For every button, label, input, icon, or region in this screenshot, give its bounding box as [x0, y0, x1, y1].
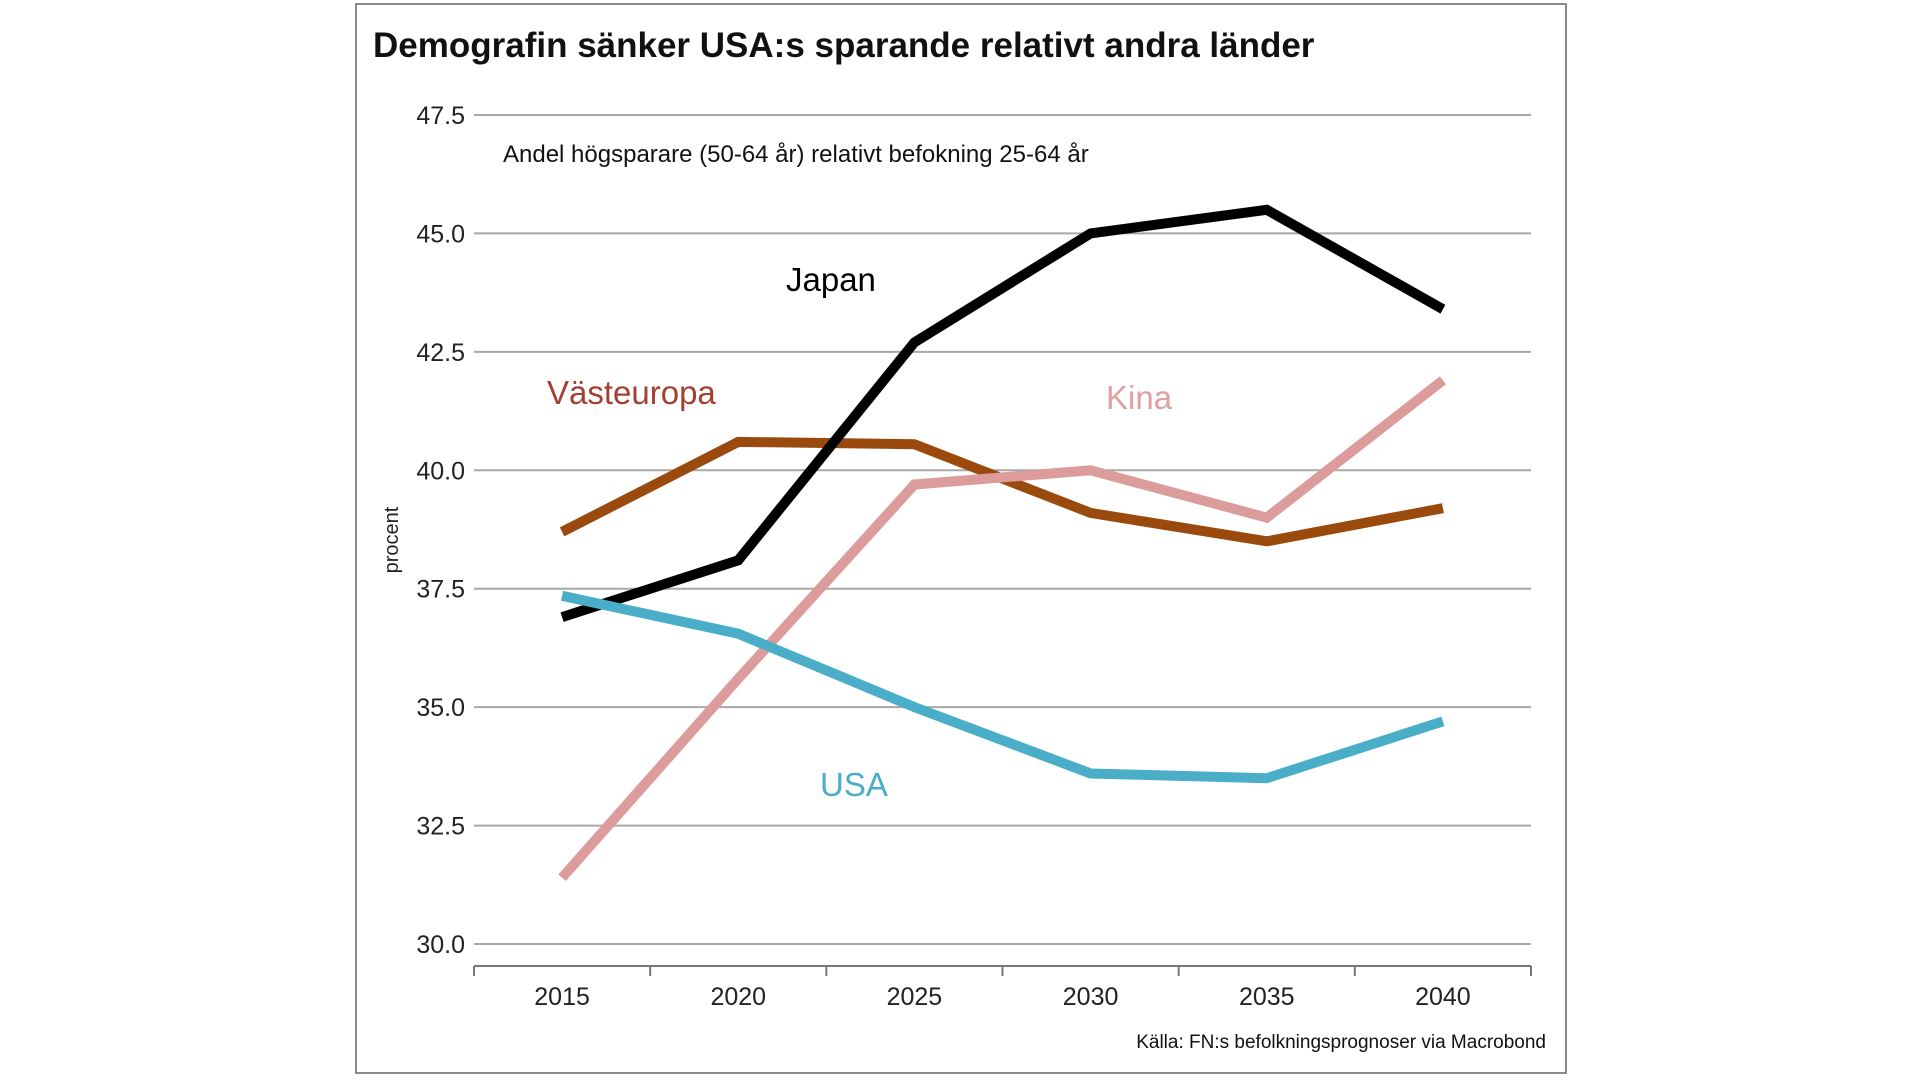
x-tick-label: 2035 [1239, 983, 1295, 1011]
chart-subtitle: Andel högsparare (50-64 år) relativt bef… [503, 141, 1089, 168]
y-axis-label: procent [381, 506, 403, 573]
y-tick-label: 40.0 [416, 457, 465, 485]
y-tick-label: 35.0 [416, 694, 465, 722]
x-tick-label: 2040 [1415, 983, 1471, 1011]
y-tick-label: 30.0 [416, 931, 465, 959]
series-label-japan: Japan [786, 261, 876, 298]
y-tick-label: 37.5 [416, 576, 465, 604]
source-note: Källa: FN:s befolkningsprognoser via Mac… [1136, 1032, 1546, 1053]
x-tick-label: 2020 [710, 983, 766, 1011]
series-line-västeuropa [559, 436, 1444, 547]
chart-title: Demografin sänker USA:s sparande relativ… [373, 26, 1315, 65]
series-line-japan [560, 204, 1446, 622]
y-tick-label: 32.5 [416, 813, 465, 841]
series-label-usa: USA [820, 766, 888, 803]
x-tick-label: 2030 [1063, 983, 1119, 1011]
series-line-usa [561, 590, 1445, 784]
series-label-västeuropa: Västeuropa [547, 374, 716, 411]
y-tick-label: 45.0 [416, 220, 465, 248]
chart-frame [355, 3, 1567, 1074]
x-tick-label: 2015 [534, 983, 590, 1011]
series-line-kina [558, 376, 1446, 881]
x-tick-label: 2025 [887, 983, 943, 1011]
y-tick-label: 42.5 [416, 339, 465, 367]
series-label-kina: Kina [1106, 379, 1173, 416]
y-tick-label: 47.5 [416, 102, 465, 130]
